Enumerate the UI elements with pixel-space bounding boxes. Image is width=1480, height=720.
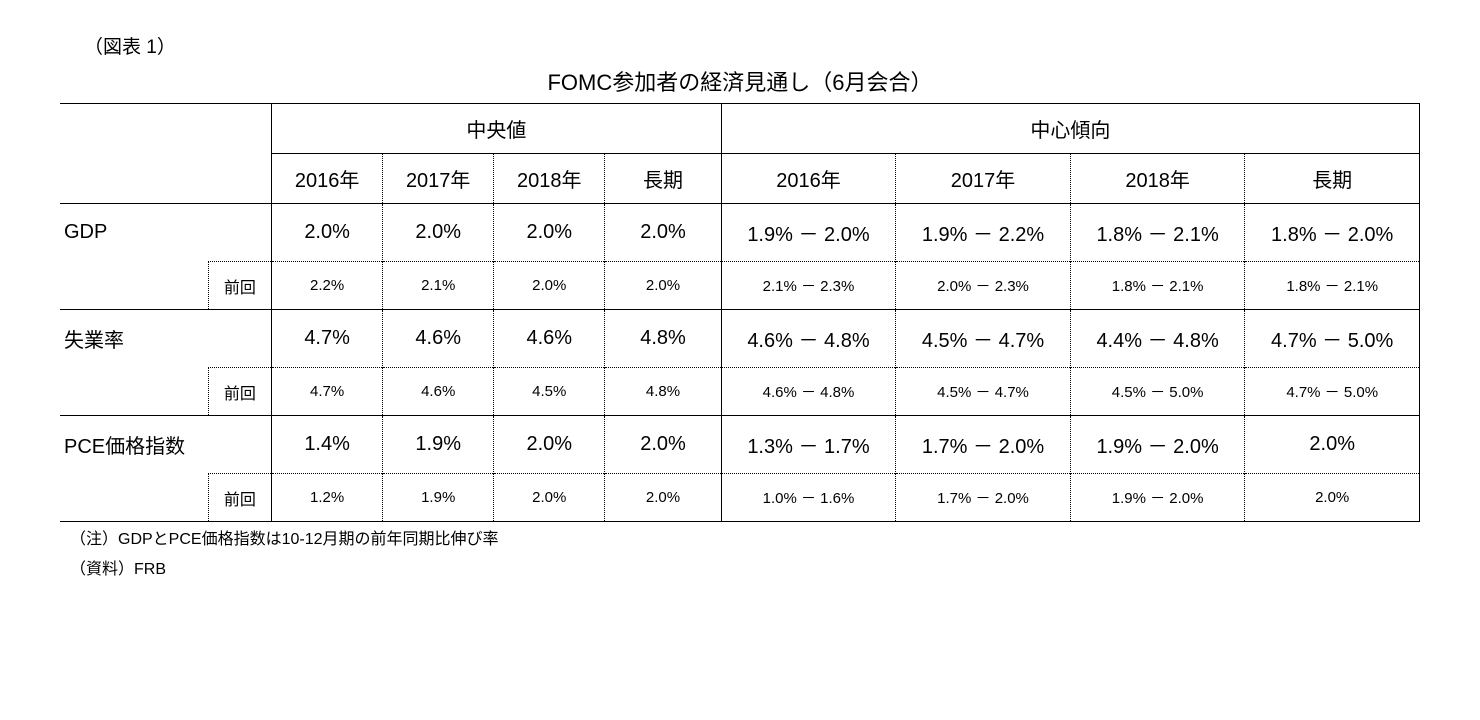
table-title: FOMC参加者の経済見通し（6月会合） [60, 65, 1420, 97]
header-central-tendency: 中心傾向 [721, 104, 1419, 154]
cell: 2.0% [1245, 416, 1420, 474]
row-label-unemp: 失業率 [60, 310, 272, 368]
figure-label: （図表 1） [84, 32, 1420, 59]
cell: 4.5% － 4.7% [896, 368, 1071, 416]
cell: 4.7% [272, 310, 383, 368]
cell: 1.8% － 2.1% [1245, 262, 1420, 310]
header-ct-long: 長期 [1245, 154, 1420, 204]
cell: 1.9% － 2.0% [721, 204, 896, 262]
header-median: 中央値 [272, 104, 722, 154]
cell: 1.7% － 2.0% [896, 416, 1071, 474]
prev-label: 前回 [208, 368, 271, 416]
cell: 1.9% [383, 416, 494, 474]
cell: 1.2% [272, 474, 383, 522]
prev-label: 前回 [208, 262, 271, 310]
cell: 4.7% － 5.0% [1245, 310, 1420, 368]
cell: 1.8% － 2.1% [1070, 262, 1245, 310]
cell: 2.0% － 2.3% [896, 262, 1071, 310]
cell: 4.6% － 4.8% [721, 368, 896, 416]
fomc-projections-table: 中央値 中心傾向 2016年 2017年 2018年 長期 2016年 2017… [60, 103, 1420, 522]
cell: 4.7% － 5.0% [1245, 368, 1420, 416]
cell: 2.1% [383, 262, 494, 310]
cell: 4.6% [494, 310, 605, 368]
cell: 2.0% [494, 204, 605, 262]
prev-spacer [60, 262, 208, 310]
header-blank [60, 104, 272, 204]
prev-label: 前回 [208, 474, 271, 522]
header-ct-2017: 2017年 [896, 154, 1071, 204]
cell: 4.5% [494, 368, 605, 416]
cell: 4.6% [383, 368, 494, 416]
header-m-2017: 2017年 [383, 154, 494, 204]
cell: 1.9% － 2.0% [1070, 474, 1245, 522]
cell: 2.2% [272, 262, 383, 310]
cell: 2.0% [494, 262, 605, 310]
prev-spacer [60, 474, 208, 522]
cell: 1.9% [383, 474, 494, 522]
header-ct-2018: 2018年 [1070, 154, 1245, 204]
cell: 2.0% [605, 262, 721, 310]
cell: 1.3% － 1.7% [721, 416, 896, 474]
cell: 2.0% [494, 474, 605, 522]
cell: 1.9% － 2.0% [1070, 416, 1245, 474]
cell: 2.0% [605, 474, 721, 522]
cell: 2.0% [1245, 474, 1420, 522]
cell: 2.0% [272, 204, 383, 262]
cell: 4.5% － 4.7% [896, 310, 1071, 368]
cell: 2.0% [383, 204, 494, 262]
row-label-pce: PCE価格指数 [60, 416, 272, 474]
cell: 4.5% － 5.0% [1070, 368, 1245, 416]
cell: 2.0% [605, 204, 721, 262]
footnote-1: （注）GDPとPCE価格指数は10-12月期の前年同期比伸び率 [70, 528, 1420, 552]
cell: 1.8% － 2.1% [1070, 204, 1245, 262]
header-m-long: 長期 [605, 154, 721, 204]
cell: 2.0% [494, 416, 605, 474]
cell: 1.7% － 2.0% [896, 474, 1071, 522]
header-m-2016: 2016年 [272, 154, 383, 204]
cell: 4.7% [272, 368, 383, 416]
cell: 1.4% [272, 416, 383, 474]
cell: 1.8% － 2.0% [1245, 204, 1420, 262]
cell: 1.0% － 1.6% [721, 474, 896, 522]
header-ct-2016: 2016年 [721, 154, 896, 204]
footnote-2: （資料）FRB [70, 558, 1420, 582]
cell: 4.6% [383, 310, 494, 368]
cell: 4.8% [605, 310, 721, 368]
cell: 4.8% [605, 368, 721, 416]
cell: 4.6% － 4.8% [721, 310, 896, 368]
cell: 2.0% [605, 416, 721, 474]
cell: 1.9% － 2.2% [896, 204, 1071, 262]
cell: 4.4% － 4.8% [1070, 310, 1245, 368]
cell: 2.1% － 2.3% [721, 262, 896, 310]
header-m-2018: 2018年 [494, 154, 605, 204]
prev-spacer [60, 368, 208, 416]
row-label-gdp: GDP [60, 204, 272, 262]
